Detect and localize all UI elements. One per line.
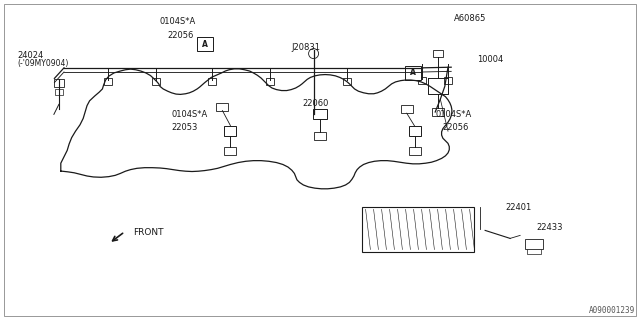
Text: A: A	[202, 40, 208, 49]
Text: 22056: 22056	[168, 31, 194, 40]
Text: A: A	[410, 68, 416, 77]
Text: 10004: 10004	[477, 55, 504, 64]
Bar	[401, 105, 413, 113]
Bar	[433, 108, 444, 116]
Bar	[343, 78, 351, 85]
Bar	[405, 66, 421, 80]
Text: A090001239: A090001239	[589, 306, 635, 315]
Text: 22433: 22433	[536, 223, 563, 232]
Bar	[104, 78, 111, 85]
Text: 0104S*A: 0104S*A	[172, 110, 208, 119]
Bar	[197, 37, 212, 51]
Bar	[314, 132, 326, 140]
Bar	[225, 147, 236, 155]
Bar	[409, 126, 420, 136]
Bar	[313, 108, 327, 119]
Text: 0104S*A: 0104S*A	[435, 110, 472, 119]
Text: A60865: A60865	[454, 14, 487, 23]
Text: J20831: J20831	[291, 43, 320, 52]
Bar	[409, 147, 420, 155]
Bar	[419, 77, 426, 84]
Text: (-'09MY0904): (-'09MY0904)	[17, 59, 68, 68]
Text: FRONT: FRONT	[133, 228, 164, 237]
Bar	[433, 50, 444, 57]
Bar	[362, 207, 474, 252]
Text: 22401: 22401	[506, 203, 532, 212]
Bar	[525, 239, 543, 249]
Bar	[54, 79, 64, 87]
Bar	[444, 77, 452, 84]
Bar	[266, 78, 274, 85]
Text: 22053: 22053	[172, 124, 198, 132]
Bar	[527, 249, 541, 254]
Bar	[216, 102, 228, 110]
Text: 0104S*A: 0104S*A	[160, 17, 196, 26]
Text: 22056: 22056	[443, 124, 469, 132]
Bar	[225, 125, 236, 136]
Bar	[209, 78, 216, 85]
Text: 22060: 22060	[302, 100, 328, 108]
Text: 24024: 24024	[17, 51, 44, 60]
Bar	[55, 89, 63, 95]
Bar	[152, 78, 159, 85]
